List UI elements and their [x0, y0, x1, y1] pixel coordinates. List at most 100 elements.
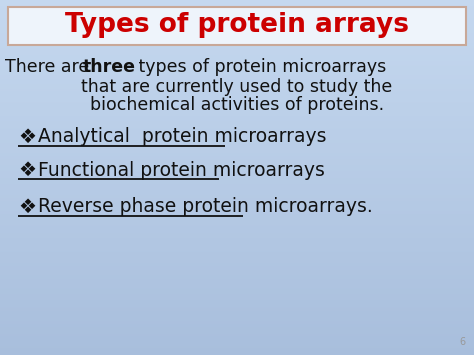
- Bar: [0, 271, 474, 272]
- Bar: [0, 117, 474, 118]
- Bar: [0, 79, 474, 81]
- Bar: [0, 4, 474, 5]
- Bar: [0, 103, 474, 104]
- Bar: [0, 22, 474, 24]
- Bar: [0, 38, 474, 39]
- Bar: [0, 17, 474, 18]
- Bar: [0, 218, 474, 219]
- Bar: [0, 63, 474, 64]
- Bar: [0, 272, 474, 273]
- Bar: [0, 148, 474, 149]
- Bar: [0, 67, 474, 69]
- Bar: [0, 340, 474, 341]
- Bar: [0, 65, 474, 66]
- Bar: [0, 52, 474, 53]
- Text: ❖: ❖: [18, 160, 36, 180]
- Bar: [0, 343, 474, 344]
- Bar: [0, 0, 474, 1]
- Bar: [0, 153, 474, 154]
- Bar: [0, 154, 474, 155]
- Bar: [0, 127, 474, 128]
- Bar: [0, 113, 474, 114]
- Bar: [0, 274, 474, 276]
- Bar: [0, 75, 474, 76]
- Bar: [0, 100, 474, 102]
- Bar: [0, 333, 474, 334]
- Bar: [0, 141, 474, 142]
- Bar: [0, 207, 474, 208]
- Bar: [0, 200, 474, 201]
- Bar: [0, 88, 474, 89]
- Bar: [0, 140, 474, 141]
- Bar: [0, 89, 474, 90]
- Bar: [0, 123, 474, 124]
- Bar: [0, 77, 474, 78]
- Bar: [0, 260, 474, 262]
- Bar: [0, 181, 474, 182]
- Text: ❖: ❖: [18, 197, 36, 217]
- Bar: [0, 317, 474, 318]
- Bar: [0, 110, 474, 111]
- Bar: [0, 105, 474, 106]
- Bar: [0, 163, 474, 164]
- Bar: [0, 308, 474, 309]
- Bar: [0, 328, 474, 329]
- Bar: [0, 244, 474, 245]
- Bar: [0, 312, 474, 313]
- Bar: [0, 166, 474, 167]
- Bar: [0, 19, 474, 20]
- Bar: [0, 225, 474, 226]
- Bar: [0, 164, 474, 166]
- Bar: [0, 27, 474, 28]
- Bar: [0, 46, 474, 47]
- Bar: [0, 338, 474, 340]
- Bar: [0, 211, 474, 212]
- Bar: [0, 33, 474, 34]
- Bar: [0, 51, 474, 52]
- Bar: [0, 290, 474, 291]
- Bar: [0, 176, 474, 178]
- Bar: [0, 168, 474, 169]
- Bar: [0, 162, 474, 163]
- Text: that are currently used to study the: that are currently used to study the: [82, 78, 392, 96]
- Bar: [0, 212, 474, 213]
- Bar: [0, 202, 474, 203]
- Bar: [0, 353, 474, 354]
- Bar: [0, 297, 474, 298]
- Bar: [0, 31, 474, 32]
- Bar: [0, 128, 474, 129]
- Bar: [0, 289, 474, 290]
- Bar: [0, 315, 474, 316]
- Bar: [0, 201, 474, 202]
- Bar: [0, 342, 474, 343]
- Bar: [0, 59, 474, 60]
- Bar: [0, 175, 474, 176]
- Bar: [0, 318, 474, 320]
- Bar: [0, 18, 474, 19]
- Bar: [0, 322, 474, 323]
- Bar: [0, 81, 474, 82]
- Bar: [0, 169, 474, 170]
- Bar: [0, 351, 474, 353]
- Bar: [0, 5, 474, 6]
- Bar: [0, 334, 474, 335]
- Bar: [0, 248, 474, 250]
- Bar: [0, 276, 474, 277]
- Bar: [0, 10, 474, 11]
- Bar: [0, 310, 474, 311]
- Bar: [0, 60, 474, 61]
- Bar: [0, 115, 474, 116]
- Bar: [0, 316, 474, 317]
- Bar: [0, 85, 474, 86]
- Bar: [0, 223, 474, 224]
- Text: types of protein microarrays: types of protein microarrays: [133, 58, 386, 76]
- Bar: [0, 104, 474, 105]
- Bar: [0, 83, 474, 84]
- Bar: [0, 6, 474, 7]
- Bar: [0, 299, 474, 301]
- Bar: [0, 71, 474, 72]
- Bar: [0, 262, 474, 263]
- Bar: [0, 124, 474, 125]
- Text: Analytical  protein microarrays: Analytical protein microarrays: [38, 127, 327, 147]
- Bar: [0, 130, 474, 131]
